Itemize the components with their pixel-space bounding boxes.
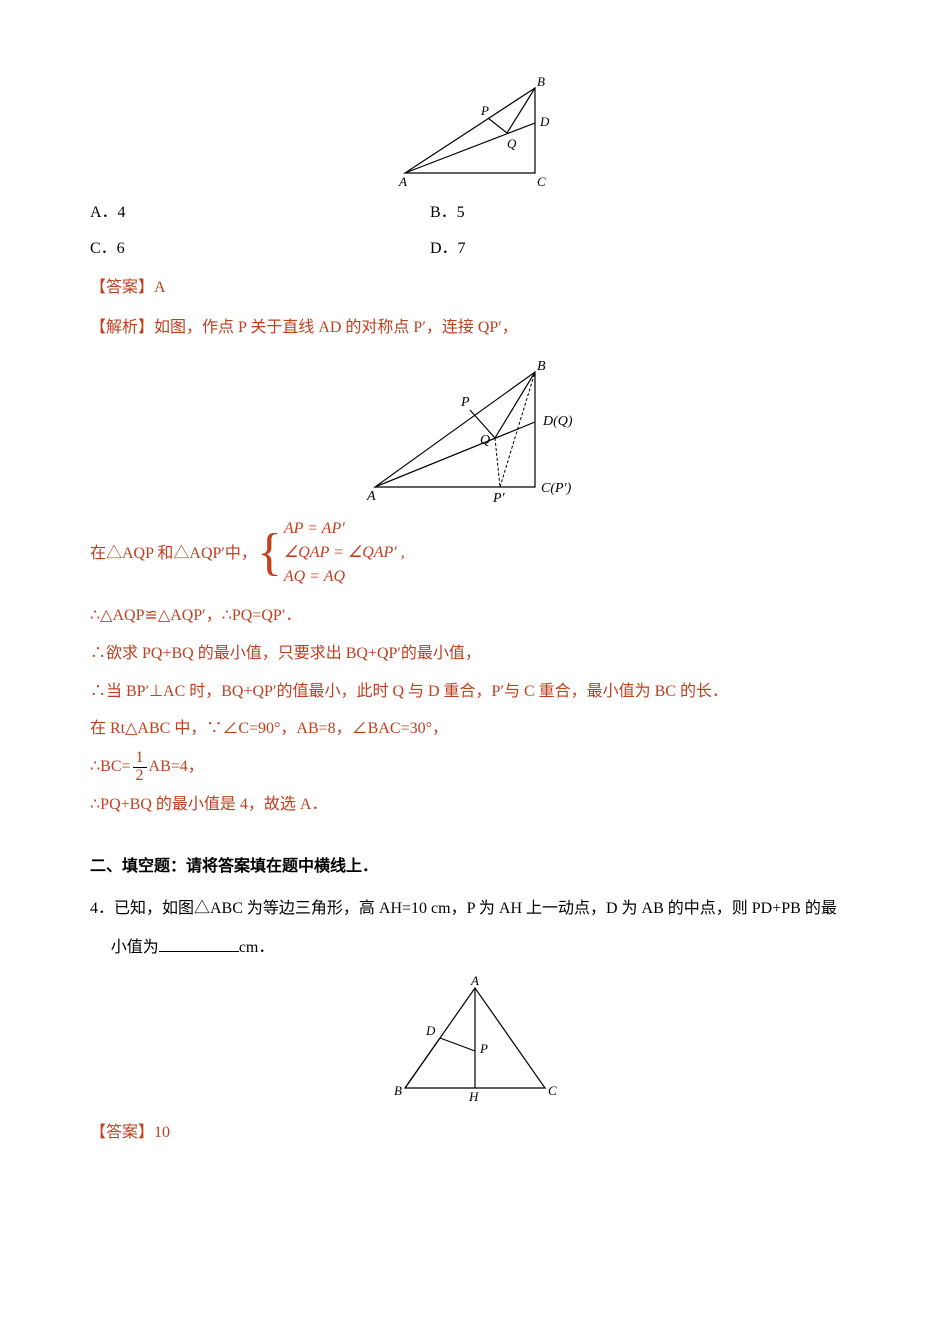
brace-symbol: { — [257, 527, 282, 579]
question-4: 4．已知，如图△ABC 为等边三角形，高 AH=10 cm，P 为 AH 上一动… — [90, 892, 860, 926]
brace-row: 在△AQP 和△AQP′中， { AP = AP′ ∠QAP = ∠QAP′ ,… — [90, 517, 860, 589]
frac-den: 2 — [133, 768, 147, 785]
fig2-DQ: D(Q) — [542, 414, 573, 429]
fig2-CP: C(P′) — [541, 481, 572, 496]
sol-line6: ∴PQ+BQ 的最小值是 4，故选 A． — [90, 788, 860, 822]
fig1-C: C — [537, 174, 546, 188]
fraction: 12 — [133, 750, 147, 785]
option-C: C．6 — [90, 232, 430, 266]
fig1-B: B — [537, 74, 545, 89]
figure-2: A B C(P′) D(Q) P Q P′ — [90, 352, 860, 507]
option-row-1: A．4 B．5 — [90, 196, 860, 230]
fig2-P: P — [460, 395, 470, 410]
option-row-2: C．6 D．7 — [90, 232, 860, 266]
triangle-svg-2: A B C(P′) D(Q) P Q P′ — [345, 352, 605, 507]
q4-text2: 小值为 — [111, 939, 159, 956]
option-A: A．4 — [90, 196, 430, 230]
fig3-A: A — [470, 973, 479, 988]
question-4-cont: 小值为 cm． — [90, 931, 860, 965]
brace-i1: ∠QAP = ∠QAP′ , — [284, 544, 405, 561]
answer-val-2: 10 — [154, 1124, 170, 1141]
option-B: B．5 — [430, 196, 860, 230]
fig1-P: P — [480, 103, 489, 118]
sol-line4: 在 Rt△ABC 中，∵∠C=90°，AB=8，∠BAC=30°， — [90, 712, 860, 746]
solution-intro-text: 如图，作点 P 关于直线 AD 的对称点 P′，连接 QP′， — [154, 319, 518, 336]
answer-1: 【答案】A — [90, 271, 860, 305]
sol-line1: ∴△AQP≌△AQP′，∴PQ=QP′． — [90, 599, 860, 633]
fig2-B: B — [537, 359, 546, 374]
brace-i2: AQ = AQ — [284, 568, 345, 585]
triangle-svg-3: A B C D H P — [380, 973, 570, 1108]
frac-num: 1 — [133, 750, 147, 768]
answer-tag-1: 【答案】 — [90, 279, 154, 296]
fig1-D: D — [539, 114, 550, 129]
q4-text: 4．已知，如图△ABC 为等边三角形，高 AH=10 cm，P 为 AH 上一动… — [90, 900, 837, 917]
fig3-B: B — [394, 1083, 402, 1098]
sol-line2: ∴欲求 PQ+BQ 的最小值，只要求出 BQ+QP′的最小值， — [90, 637, 860, 671]
answer-val-1: A — [154, 279, 166, 296]
solution-intro: 【解析】如图，作点 P 关于直线 AD 的对称点 P′，连接 QP′， — [90, 311, 860, 345]
option-D: D．7 — [430, 232, 860, 266]
fig2-A: A — [366, 489, 376, 504]
solution-block: ∴△AQP≌△AQP′，∴PQ=QP′． ∴欲求 PQ+BQ 的最小值，只要求出… — [90, 599, 860, 822]
triangle-svg-1: A B C D P Q — [385, 68, 565, 188]
answer-2: 【答案】10 — [90, 1116, 860, 1150]
fig2-Pp: P′ — [492, 491, 506, 506]
brace-i0: AP = AP′ — [284, 520, 345, 537]
figure-1: A B C D P Q — [90, 68, 860, 188]
sol-line3: ∴当 BP′⊥AC 时，BQ+QP′的值最小，此时 Q 与 D 重合，P′与 C… — [90, 675, 860, 709]
fig1-A: A — [398, 174, 407, 188]
brace-prefix: 在△AQP 和△AQP′中， — [90, 537, 257, 571]
brace-items: AP = AP′ ∠QAP = ∠QAP′ , AQ = AQ — [284, 517, 405, 589]
fig3-P: P — [479, 1041, 488, 1056]
sol-line5: ∴BC=12AB=4， — [90, 750, 860, 785]
figure-3: A B C D H P — [90, 973, 860, 1108]
section-2-heading: 二、填空题：请将答案填在题中横线上． — [90, 850, 860, 884]
fig3-H: H — [468, 1089, 479, 1104]
blank-input[interactable] — [159, 951, 239, 952]
fig3-C: C — [548, 1083, 557, 1098]
fig1-Q: Q — [507, 136, 517, 151]
fig2-Q: Q — [480, 433, 490, 448]
q4-unit: cm． — [239, 939, 275, 956]
fig3-D: D — [425, 1023, 436, 1038]
sol-line5a: ∴BC= — [90, 758, 131, 775]
answer-tag-2: 【答案】 — [90, 1124, 154, 1141]
sol-line5b: AB=4， — [149, 758, 204, 775]
solution-tag: 【解析】 — [90, 319, 154, 336]
